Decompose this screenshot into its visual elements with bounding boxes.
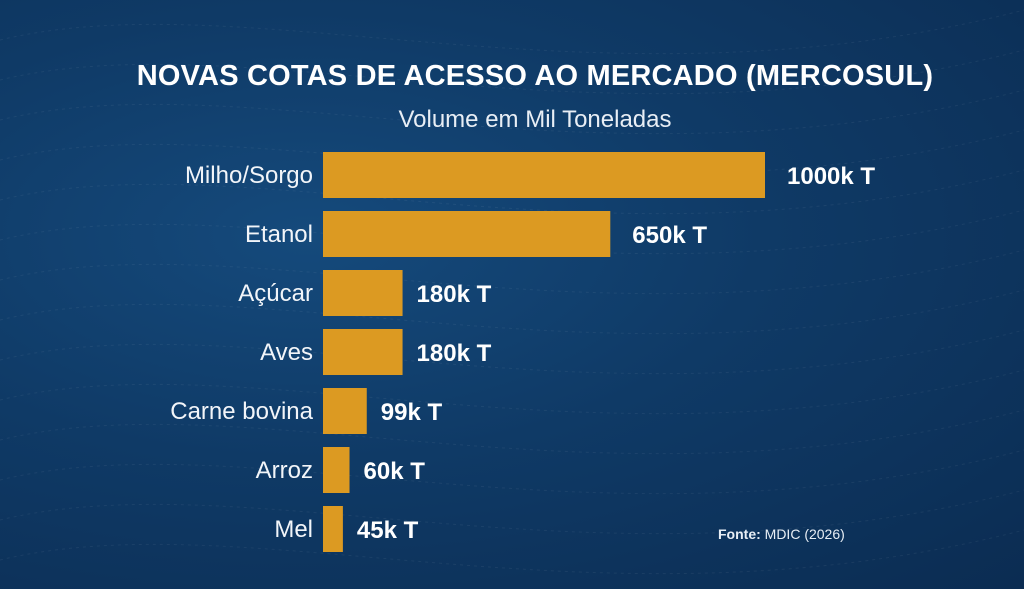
category-label: Carne bovina [170,398,313,425]
data-label: 650k T [632,222,707,249]
bar-5 [323,447,350,493]
bar-0 [323,152,765,198]
bar-1 [323,211,611,257]
background-line [0,169,1024,215]
category-label: Etanol [245,221,313,248]
data-label: 60k T [364,458,426,485]
category-label: Mel [274,516,313,543]
background-line [0,409,1024,455]
data-label: 180k T [417,281,492,308]
data-label: 99k T [381,399,443,426]
category-label: Aves [260,339,313,366]
bar-2 [323,270,403,316]
category-label: Açúcar [238,280,313,307]
background-line [0,9,1024,55]
background-line [0,249,1024,295]
background-line [0,49,1024,95]
background-line [0,489,1024,535]
bar-3 [323,329,403,375]
source-note: Fonte: MDIC (2026) [718,526,845,542]
chart-subtitle: Volume em Mil Toneladas [398,106,672,133]
background-line [0,369,1024,415]
source-value: MDIC (2026) [764,526,845,542]
data-label: 180k T [417,340,492,367]
chart-title: NOVAS COTAS DE ACESSO AO MERCADO (MERCOS… [136,60,934,92]
category-label: Milho/Sorgo [185,162,313,189]
background-line [0,329,1024,375]
background-line [0,289,1024,335]
background-line [0,449,1024,495]
category-label: Arroz [256,457,313,484]
data-label: 1000k T [787,163,875,190]
data-label: 45k T [357,517,419,544]
bar-4 [323,388,367,434]
background-line [0,529,1024,575]
source-label: Fonte: [718,526,761,542]
background-line [0,89,1024,135]
bar-6 [323,506,343,552]
